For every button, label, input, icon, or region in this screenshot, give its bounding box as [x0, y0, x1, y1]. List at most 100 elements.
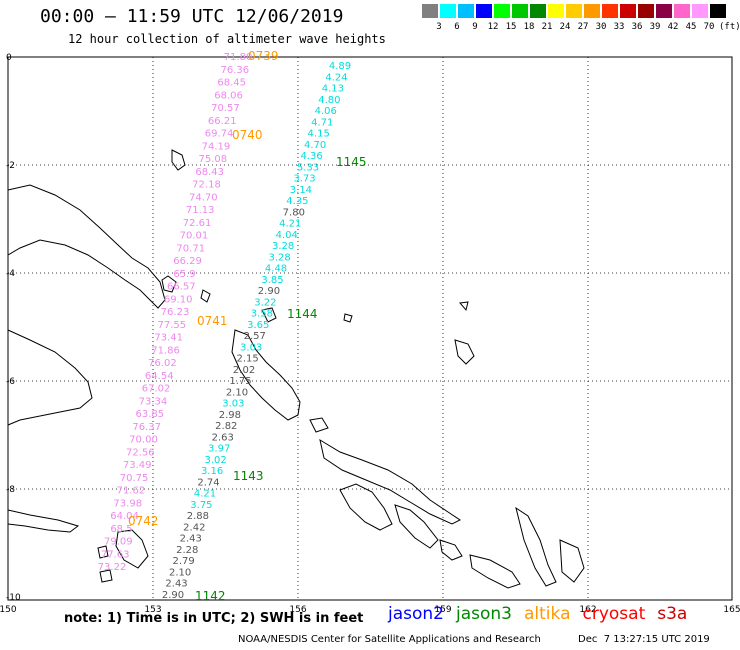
- altika-swh-value: 77.55: [158, 320, 187, 331]
- jason3-swh-value: 5.33: [297, 162, 319, 173]
- jason3-swh-value: 2.74: [197, 477, 219, 488]
- jason3-swh-value: 4.35: [286, 196, 308, 207]
- altika-swh-value: 68.45: [217, 78, 246, 89]
- colorbar-label: 33: [613, 22, 625, 32]
- colorbar-label: 45: [685, 22, 697, 32]
- jason3-swh-value: 4.04: [276, 230, 298, 241]
- map-frame: [7, 56, 733, 601]
- colorbar-label: 36: [631, 22, 643, 32]
- colorbar-label: (ft): [719, 22, 740, 32]
- colorbar-swatch: [620, 4, 637, 18]
- jason3-swh-value: 4.24: [325, 72, 347, 83]
- jason3-swh-value: 3.73: [293, 174, 315, 185]
- colorbar-swatch: [638, 4, 655, 18]
- pass-time-label: 1143: [233, 469, 264, 483]
- altika-swh-value: 79.09: [104, 537, 133, 548]
- pass-time-label: 0740: [232, 128, 263, 142]
- jason3-swh-value: 4.48: [265, 264, 287, 275]
- colorbar-label: 6: [454, 22, 460, 32]
- altika-swh-value: 69.74: [205, 129, 234, 140]
- altika-swh-value: 72.61: [183, 218, 212, 229]
- colorbar-swatch: [494, 4, 511, 18]
- jason3-swh-value: 3.16: [201, 466, 223, 477]
- legend-item-jason3: jason3: [456, 604, 512, 624]
- lon-tick-label: 153: [144, 605, 161, 615]
- colorbar-swatch: [422, 4, 439, 18]
- colorbar-label: 42: [667, 22, 679, 32]
- jason3-swh-value: 2.57: [244, 331, 266, 342]
- colorbar-label: 70: [703, 22, 715, 32]
- colorbar-swatch: [584, 4, 601, 18]
- jason3-swh-value: 3.28: [268, 252, 290, 263]
- altika-swh-value: 66.57: [167, 282, 196, 293]
- colorbar-swatch: [566, 4, 583, 18]
- altika-swh-value: 73.22: [98, 562, 127, 573]
- jason3-swh-value: 2.63: [212, 432, 234, 443]
- altika-swh-value: 72.56: [126, 447, 155, 458]
- altika-swh-value: 70.01: [180, 231, 209, 242]
- jason3-swh-value: 4.21: [194, 489, 216, 500]
- lat-tick-label: -4: [6, 269, 15, 279]
- lon-tick-label: 165: [723, 605, 740, 615]
- altika-swh-value: 76.36: [221, 65, 250, 76]
- pass-time-label: 0741: [197, 314, 228, 328]
- colorbar-swatch: [674, 4, 691, 18]
- jason3-swh-value: 3.14: [290, 185, 312, 196]
- jason3-swh-value: 2.02: [233, 365, 255, 376]
- altika-swh-value: 71.80: [224, 52, 253, 63]
- pass-time-label: 1144: [287, 307, 318, 321]
- footer-timestamp: Dec 7 13:27:15 UTC 2019: [578, 634, 710, 645]
- altika-swh-value: 70.57: [211, 103, 240, 114]
- altika-swh-value: 63.85: [135, 409, 164, 420]
- colorbar-label: 9: [472, 22, 478, 32]
- jason3-swh-value: 3.28: [272, 241, 294, 252]
- altika-swh-value: 76.23: [161, 307, 190, 318]
- altika-swh-value: 76.02: [148, 358, 177, 369]
- jason3-swh-value: 2.10: [169, 567, 191, 578]
- colorbar-label: 30: [595, 22, 607, 32]
- altika-swh-value: 64.54: [145, 371, 174, 382]
- lon-tick-label: 162: [579, 605, 596, 615]
- legend-item-jason2: jason2: [388, 604, 444, 624]
- altika-swh-value: 66.21: [208, 116, 237, 127]
- colorbar-label: 24: [559, 22, 571, 32]
- jason3-swh-value: 4.80: [318, 95, 340, 106]
- altika-swh-value: 66.29: [173, 256, 202, 267]
- jason3-swh-value: 4.89: [329, 61, 351, 72]
- altika-swh-value: 68.43: [195, 167, 224, 178]
- colorbar-swatch: [692, 4, 709, 18]
- jason3-swh-value: 2.42: [183, 522, 205, 533]
- jason3-swh-value: 3.03: [222, 399, 244, 410]
- jason3-swh-value: 3.85: [261, 275, 283, 286]
- altika-swh-value: 68.06: [214, 90, 243, 101]
- units-note: note: 1) Time is in UTC; 2) SWH is in fe…: [64, 611, 364, 626]
- jason3-swh-value: 4.15: [308, 129, 330, 140]
- colorbar-swatch: [476, 4, 493, 18]
- jason3-swh-value: 4.36: [300, 151, 322, 162]
- altika-swh-value: 72.18: [192, 180, 221, 191]
- page-title: 00:00 – 11:59 UTC 12/06/2019: [40, 6, 344, 27]
- lat-tick-label: -6: [6, 377, 15, 387]
- jason3-swh-value: 2.98: [219, 410, 241, 421]
- jason3-swh-value: 2.43: [165, 579, 187, 590]
- colorbar-label: 21: [541, 22, 553, 32]
- colorbar-swatch: [656, 4, 673, 18]
- altika-swh-value: 71.86: [151, 345, 180, 356]
- jason3-swh-value: 1.75: [229, 376, 251, 387]
- jason3-swh-value: 2.15: [236, 354, 258, 365]
- altika-swh-value: 70.75: [120, 473, 149, 484]
- altika-swh-value: 65.9: [173, 269, 195, 280]
- jason3-swh-value: 4.06: [315, 106, 337, 117]
- pass-time-label: 0739: [248, 49, 279, 63]
- pass-time-label: 1142: [195, 589, 226, 603]
- footer-credit: NOAA/NESDIS Center for Satellite Applica…: [238, 634, 541, 645]
- colorbar-label: 18: [523, 22, 535, 32]
- altika-swh-value: 74.19: [202, 141, 231, 152]
- altika-swh-value: 73.49: [123, 460, 152, 471]
- colorbar-swatch: [602, 4, 619, 18]
- altika-swh-value: 75.08: [198, 154, 227, 165]
- altika-swh-value: 70.71: [176, 243, 205, 254]
- jason3-swh-value: 2.90: [162, 590, 184, 601]
- jason3-swh-value: 2.90: [258, 286, 280, 297]
- lat-tick-label: -2: [6, 161, 15, 171]
